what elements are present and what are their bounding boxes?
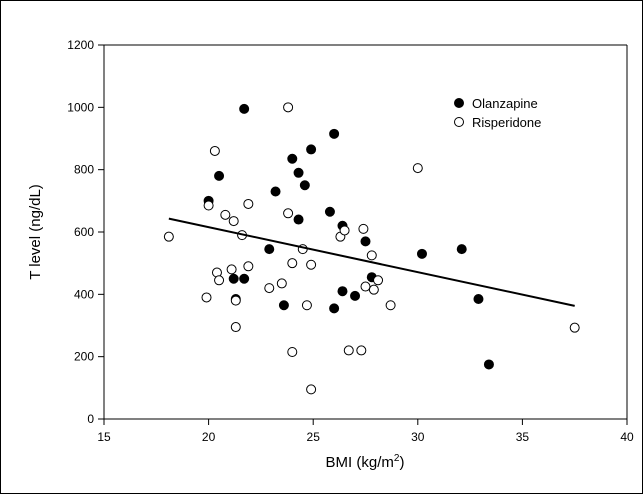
x-tick-label: 40 [620, 430, 634, 444]
data-points [163, 102, 580, 395]
data-point-risperidone [209, 145, 220, 156]
data-point-olanzapine [214, 170, 225, 181]
data-point-risperidone [366, 250, 377, 261]
x-axis-ticks: 15 20 25 30 35 40 [97, 419, 634, 444]
y-tick-label: 1200 [67, 38, 94, 52]
regression-line [168, 217, 575, 307]
x-tick-label: 20 [202, 430, 216, 444]
y-axis-ticks: 0 200 400 600 800 1000 1200 [67, 38, 104, 426]
data-point-olanzapine [278, 300, 289, 311]
data-point-risperidone [412, 163, 423, 174]
data-point-risperidone [306, 384, 317, 395]
data-point-risperidone [201, 292, 212, 303]
data-point-risperidone [243, 261, 254, 272]
data-point-olanzapine [324, 206, 335, 217]
data-point-olanzapine [264, 244, 275, 255]
y-tick-label: 400 [74, 287, 94, 301]
y-tick-label: 1000 [67, 100, 94, 114]
data-point-olanzapine [360, 236, 371, 247]
data-point-olanzapine [239, 103, 250, 114]
data-point-risperidone [343, 345, 354, 356]
data-point-risperidone [243, 198, 254, 209]
data-point-olanzapine [306, 144, 317, 155]
x-tick-label: 30 [411, 430, 425, 444]
y-tick-label: 600 [74, 225, 94, 239]
y-axis-label: T level (ng/dL) [27, 184, 44, 280]
data-point-olanzapine [270, 186, 281, 197]
data-point-risperidone [287, 258, 298, 269]
data-point-risperidone [283, 102, 294, 113]
plot-area: 15 20 25 30 35 40 0 200 400 600 800 1000 1200 [67, 38, 634, 444]
data-point-risperidone [368, 284, 379, 295]
data-point-olanzapine [350, 290, 361, 301]
data-point-risperidone [214, 275, 225, 286]
data-point-olanzapine [293, 167, 304, 178]
data-point-risperidone [276, 278, 287, 289]
data-point-olanzapine [456, 244, 467, 255]
data-point-risperidone [360, 281, 371, 292]
data-point-risperidone [385, 300, 396, 311]
data-point-risperidone [163, 231, 174, 242]
data-point-risperidone [230, 322, 241, 333]
data-point-risperidone [339, 225, 350, 236]
data-point-risperidone [226, 264, 237, 275]
y-tick-label: 800 [74, 163, 94, 177]
data-point-risperidone [306, 259, 317, 270]
data-point-risperidone [569, 322, 580, 333]
data-point-olanzapine [293, 214, 304, 225]
data-point-risperidone [301, 300, 312, 311]
legend-label-olanzapine: Olanzapine [472, 96, 538, 111]
data-point-risperidone [356, 345, 367, 356]
data-point-risperidone [264, 283, 275, 294]
y-tick-label: 200 [74, 350, 94, 364]
data-point-risperidone [228, 216, 239, 227]
data-point-risperidone [373, 275, 384, 286]
y-tick-label: 0 [87, 412, 94, 426]
data-point-risperidone [230, 295, 241, 306]
legend: Olanzapine Risperidone [454, 96, 541, 130]
data-point-olanzapine [228, 273, 239, 284]
data-point-olanzapine [416, 248, 427, 259]
data-point-olanzapine [483, 359, 494, 370]
data-point-risperidone [220, 209, 231, 220]
data-point-olanzapine [239, 273, 250, 284]
data-point-olanzapine [287, 153, 298, 164]
data-point-olanzapine [337, 286, 348, 297]
data-point-risperidone [203, 200, 214, 211]
legend-marker-risperidone [454, 117, 464, 127]
data-point-olanzapine [473, 294, 484, 305]
x-tick-label: 35 [516, 430, 530, 444]
data-point-risperidone [287, 346, 298, 357]
data-point-risperidone [283, 208, 294, 219]
legend-label-risperidone: Risperidone [472, 115, 541, 130]
data-point-olanzapine [329, 128, 340, 139]
data-point-olanzapine [299, 180, 310, 191]
legend-marker-olanzapine [454, 98, 464, 108]
x-axis-label: BMI (kg/m2) [326, 453, 405, 471]
x-tick-label: 25 [307, 430, 321, 444]
data-point-olanzapine [329, 303, 340, 314]
x-tick-label: 15 [97, 430, 111, 444]
data-point-risperidone [358, 223, 369, 234]
